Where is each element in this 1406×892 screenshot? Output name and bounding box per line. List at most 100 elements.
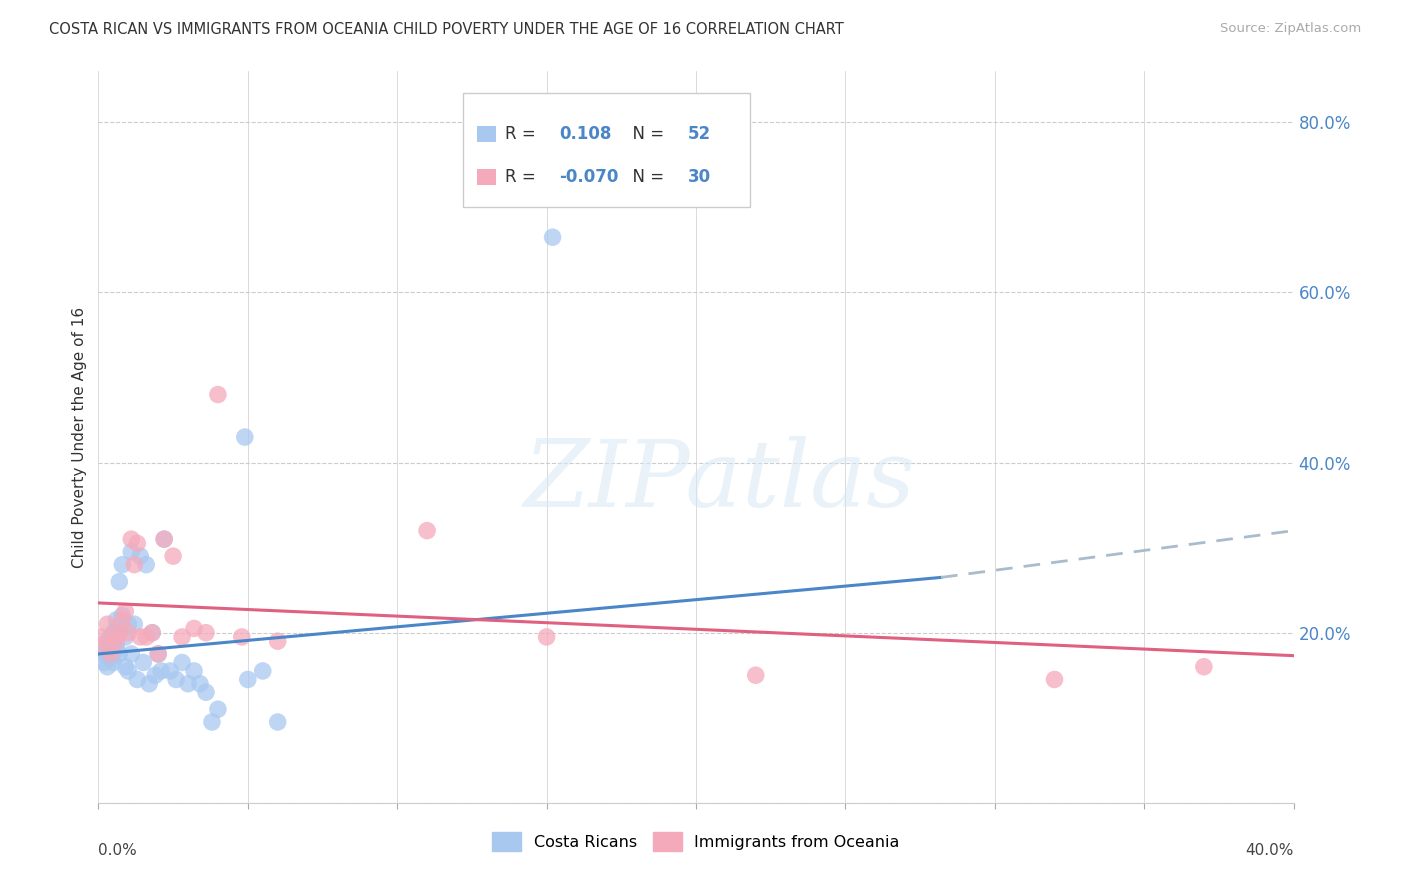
Point: [195, 685, 218, 699]
Point: [96, 647, 118, 661]
Text: R =: R =: [505, 125, 541, 143]
Text: 0.108: 0.108: [560, 125, 612, 143]
Point: [127, 536, 149, 550]
Text: COSTA RICAN VS IMMIGRANTS FROM OCEANIA CHILD POVERTY UNDER THE AGE OF 16 CORRELA: COSTA RICAN VS IMMIGRANTS FROM OCEANIA C…: [49, 22, 844, 37]
Point: [93, 647, 115, 661]
Point: [98, 630, 122, 644]
Point: [129, 630, 152, 644]
FancyBboxPatch shape: [477, 169, 496, 186]
Point: [207, 387, 229, 401]
Point: [165, 673, 187, 687]
Point: [114, 604, 136, 618]
Point: [153, 532, 176, 546]
Point: [1043, 673, 1066, 687]
Point: [96, 659, 118, 673]
Point: [135, 630, 157, 644]
Point: [96, 634, 118, 648]
Point: [745, 668, 768, 682]
Point: [1192, 659, 1215, 673]
Text: Source: ZipAtlas.com: Source: ZipAtlas.com: [1220, 22, 1361, 36]
Point: [103, 630, 125, 644]
Point: [103, 656, 125, 670]
Text: 40.0%: 40.0%: [1246, 843, 1294, 858]
Point: [117, 617, 139, 632]
Point: [98, 639, 122, 653]
Point: [111, 558, 134, 572]
Point: [135, 558, 157, 572]
Point: [124, 558, 146, 572]
Text: ZIPatlas: ZIPatlas: [524, 436, 915, 526]
Point: [172, 656, 194, 670]
Point: [252, 664, 274, 678]
Point: [98, 651, 122, 665]
Point: [536, 630, 558, 644]
Point: [93, 656, 115, 670]
Legend: Costa Ricans, Immigrants from Oceania: Costa Ricans, Immigrants from Oceania: [486, 826, 905, 857]
Point: [98, 647, 122, 661]
Text: N =: N =: [623, 169, 669, 186]
Point: [267, 634, 290, 648]
Point: [90, 630, 112, 644]
Point: [129, 549, 152, 563]
Point: [127, 673, 149, 687]
Point: [162, 549, 184, 563]
Point: [108, 647, 131, 661]
Text: 0.0%: 0.0%: [98, 843, 138, 858]
Point: [105, 613, 128, 627]
Point: [105, 622, 128, 636]
Point: [124, 617, 146, 632]
Point: [153, 532, 176, 546]
FancyBboxPatch shape: [463, 94, 749, 207]
Text: R =: R =: [505, 169, 541, 186]
Point: [177, 677, 200, 691]
FancyBboxPatch shape: [477, 126, 496, 142]
Point: [105, 634, 128, 648]
Point: [138, 677, 160, 691]
Point: [201, 714, 224, 729]
Point: [117, 664, 139, 678]
Point: [148, 647, 170, 661]
Point: [111, 608, 134, 623]
Point: [108, 574, 131, 589]
Y-axis label: Child Poverty Under the Age of 16: Child Poverty Under the Age of 16: [72, 307, 87, 567]
Point: [148, 647, 170, 661]
Point: [541, 230, 564, 244]
Point: [143, 668, 166, 682]
Text: -0.070: -0.070: [560, 169, 619, 186]
Point: [114, 659, 136, 673]
Point: [120, 647, 142, 661]
Point: [172, 630, 194, 644]
Point: [195, 625, 218, 640]
Point: [103, 625, 125, 640]
Point: [159, 664, 181, 678]
Point: [207, 702, 229, 716]
Point: [117, 625, 139, 640]
Point: [150, 664, 173, 678]
Point: [105, 639, 128, 653]
Point: [90, 642, 112, 657]
Point: [93, 639, 115, 653]
Point: [183, 622, 205, 636]
Point: [233, 430, 256, 444]
Point: [103, 647, 125, 661]
Point: [108, 625, 131, 640]
Point: [108, 625, 131, 640]
Point: [114, 630, 136, 644]
Point: [188, 677, 211, 691]
Point: [416, 524, 439, 538]
Point: [267, 714, 290, 729]
Point: [103, 634, 125, 648]
Point: [120, 532, 142, 546]
Point: [183, 664, 205, 678]
Point: [96, 617, 118, 632]
Point: [141, 625, 163, 640]
Point: [111, 613, 134, 627]
Point: [132, 656, 155, 670]
Text: N =: N =: [623, 125, 669, 143]
Text: 30: 30: [688, 169, 711, 186]
Text: 52: 52: [688, 125, 711, 143]
Point: [141, 625, 163, 640]
Point: [236, 673, 259, 687]
Point: [231, 630, 253, 644]
Point: [120, 545, 142, 559]
